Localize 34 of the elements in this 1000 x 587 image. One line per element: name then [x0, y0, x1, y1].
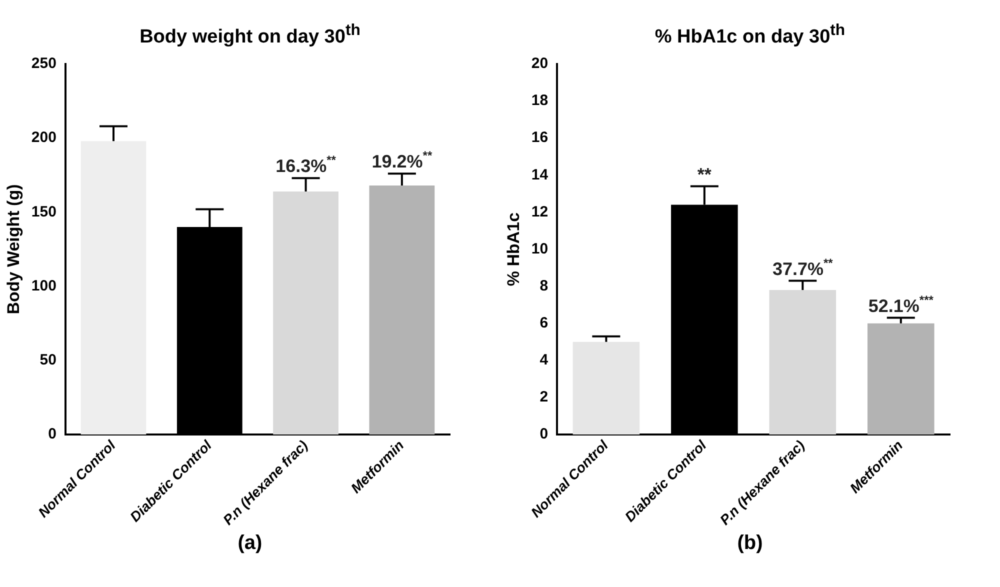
y-tick-label: 150: [31, 203, 56, 220]
y-tick-label: 6: [540, 314, 548, 332]
annotation: **: [697, 164, 712, 184]
y-tick-label: 16: [531, 129, 548, 146]
bar: [867, 323, 934, 435]
y-tick-label: 0: [48, 426, 56, 443]
bar: [769, 290, 836, 435]
bar: [572, 342, 640, 435]
y-tick-label: 12: [531, 203, 548, 220]
y-tick-label: 14: [531, 166, 549, 184]
y-tick-label: 100: [31, 277, 56, 294]
y-tick-label: 50: [40, 352, 56, 369]
y-tick-label: 2: [540, 388, 548, 406]
y-tick-label: 4: [540, 352, 549, 369]
y-axis-title: % HbA1c: [504, 212, 523, 286]
chart-title: Body weight on day 30$^{th}$: [138, 22, 362, 50]
bar: [273, 191, 338, 435]
text: (a): [236, 532, 264, 555]
bar: [80, 141, 146, 435]
y-tick-label: 10: [531, 240, 548, 258]
y-tick-label: 200: [31, 129, 56, 146]
y-tick-label: 20: [531, 55, 548, 72]
y-tick-label: 250: [31, 55, 56, 72]
annotation: 37.7%**: [772, 256, 834, 279]
y-tick-label: 0: [540, 426, 548, 443]
y-axis-title: Body Weight (g): [4, 184, 23, 314]
annotation: 19.2%**: [372, 148, 432, 172]
y-tick-label: 8: [540, 277, 548, 294]
chart-title: % HbA1c on day 30$^{th}$: [654, 22, 846, 50]
annotation: 16.3%**: [276, 153, 336, 176]
y-tick-label: 18: [531, 92, 548, 110]
text: (b): [736, 532, 764, 555]
annotation: 52.1%***: [868, 292, 934, 316]
bar: [369, 186, 435, 435]
